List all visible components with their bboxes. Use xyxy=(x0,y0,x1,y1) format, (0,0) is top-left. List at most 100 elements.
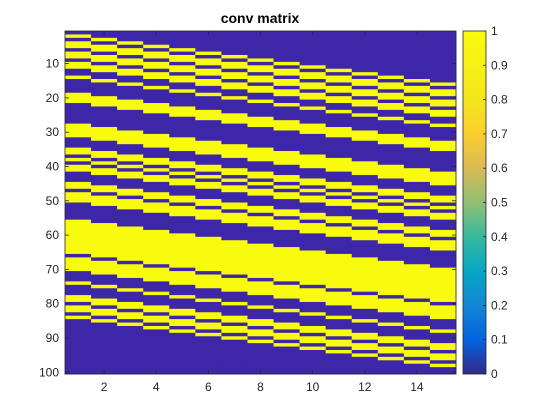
heatmap-cell xyxy=(195,44,222,49)
heatmap-cell xyxy=(299,171,327,176)
heatmap-cell xyxy=(429,216,457,221)
heatmap-cell xyxy=(325,216,353,221)
heatmap-cell xyxy=(65,240,92,245)
heatmap-cell xyxy=(195,236,222,241)
heatmap-cell xyxy=(351,343,379,347)
heatmap-cell xyxy=(91,363,118,368)
heatmap-cell xyxy=(429,205,457,210)
heatmap-cell xyxy=(299,61,327,66)
heatmap-cell xyxy=(247,175,274,179)
heatmap-cell xyxy=(325,291,353,296)
heatmap-cell xyxy=(403,58,431,63)
heatmap-cell xyxy=(377,284,405,289)
heatmap-cell xyxy=(429,267,457,272)
heatmap-cell xyxy=(143,137,170,142)
heatmap-cell xyxy=(429,315,457,320)
heatmap-cell xyxy=(429,277,457,282)
heatmap-cell xyxy=(403,291,431,296)
heatmap-cell xyxy=(377,185,405,190)
heatmap-cell xyxy=(65,113,92,118)
heatmap-cell xyxy=(377,281,405,286)
heatmap-cell xyxy=(195,346,222,351)
heatmap-cell xyxy=(117,236,144,241)
heatmap-cell xyxy=(221,312,248,317)
heatmap-cell xyxy=(429,250,457,255)
heatmap-cell xyxy=(143,229,170,234)
heatmap-cell xyxy=(247,295,274,299)
heatmap-cell xyxy=(351,353,379,358)
heatmap-cell xyxy=(299,295,327,299)
heatmap-cell xyxy=(247,308,274,313)
heatmap-cell xyxy=(91,75,118,80)
heatmap-cell xyxy=(351,205,379,210)
heatmap-cell xyxy=(65,226,92,231)
heatmap-cell xyxy=(91,181,118,186)
heatmap-cell xyxy=(143,133,170,138)
heatmap-cell xyxy=(91,240,118,245)
heatmap-cell xyxy=(377,336,405,341)
heatmap-cell xyxy=(377,229,405,234)
heatmap-cell xyxy=(247,41,274,46)
heatmap-cell xyxy=(325,130,353,135)
heatmap-cell xyxy=(195,140,222,145)
heatmap-cell xyxy=(65,168,92,173)
heatmap-cell xyxy=(91,130,118,135)
heatmap-cell xyxy=(429,370,457,375)
heatmap-cell xyxy=(273,212,300,217)
heatmap-cell xyxy=(143,58,170,63)
heatmap-cell xyxy=(351,58,379,63)
heatmap-cell xyxy=(377,51,405,56)
heatmap-cell xyxy=(143,168,170,173)
heatmap-cell xyxy=(143,325,170,330)
heatmap-cell xyxy=(403,151,431,155)
heatmap-cell xyxy=(91,236,118,241)
heatmap-cell xyxy=(143,264,170,269)
heatmap-cell xyxy=(377,192,405,197)
heatmap-cell xyxy=(169,130,196,135)
heatmap-cell xyxy=(195,202,222,207)
heatmap-cell xyxy=(247,353,274,358)
heatmap-cell xyxy=(117,301,144,306)
heatmap-cell xyxy=(247,72,274,76)
heatmap-cell xyxy=(377,271,405,275)
heatmap-cell xyxy=(299,349,327,354)
heatmap-cell xyxy=(325,120,353,125)
heatmap-cell xyxy=(351,82,379,87)
heatmap-cell xyxy=(91,72,118,76)
heatmap-cell xyxy=(403,72,431,76)
heatmap-cell xyxy=(403,243,431,248)
heatmap-cell xyxy=(403,120,431,125)
heatmap-cell xyxy=(65,236,92,241)
heatmap-cell xyxy=(429,226,457,231)
heatmap-cell xyxy=(273,250,300,255)
heatmap-cell xyxy=(91,96,118,100)
heatmap-cell xyxy=(91,281,118,286)
heatmap-cell xyxy=(325,65,353,70)
heatmap-cell xyxy=(325,82,353,87)
heatmap-cell xyxy=(91,288,118,293)
heatmap-cell xyxy=(195,322,222,327)
heatmap-cell xyxy=(195,319,222,323)
colorbar-tick-label: 0.8 xyxy=(491,93,508,107)
heatmap-cell xyxy=(299,82,327,87)
heatmap-cell xyxy=(299,75,327,80)
heatmap-cell xyxy=(273,277,300,282)
heatmap-cell xyxy=(325,301,353,306)
heatmap-cell xyxy=(221,106,248,111)
heatmap-cell xyxy=(247,178,274,183)
heatmap-cell xyxy=(117,247,144,251)
heatmap-cell xyxy=(117,277,144,282)
heatmap-cell xyxy=(117,319,144,323)
heatmap-cell xyxy=(91,113,118,118)
heatmap-cell xyxy=(169,51,196,56)
heatmap-cell xyxy=(403,353,431,358)
heatmap-cell xyxy=(169,58,196,63)
heatmap-cell xyxy=(247,68,274,73)
heatmap-cell xyxy=(351,195,379,200)
heatmap-cell xyxy=(169,195,196,200)
heatmap-cell xyxy=(91,219,118,224)
y-tick-label: 70 xyxy=(46,262,60,276)
heatmap-cell xyxy=(169,68,196,73)
heatmap-cell xyxy=(169,319,196,323)
